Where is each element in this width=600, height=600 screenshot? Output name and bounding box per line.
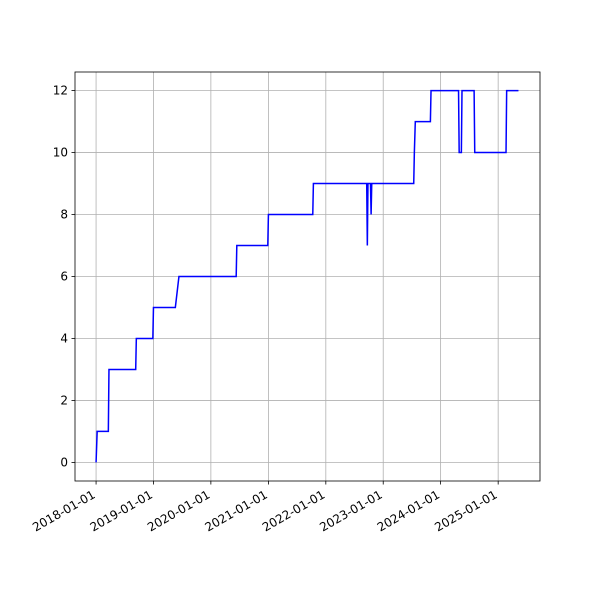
x-tick-label: 2024-01-01 [375,487,442,534]
y-tick-label: 12 [53,84,68,98]
y-tick-label: 2 [60,393,68,407]
data-line [95,89,519,463]
x-tick-label: 2020-01-01 [145,487,212,534]
y-tick-label: 6 [60,270,68,284]
x-tick-label: 2022-01-01 [260,487,327,534]
x-tick-label: 2023-01-01 [317,487,384,534]
y-tick-label: 8 [60,208,68,222]
x-tick-label: 2025-01-01 [432,487,499,534]
y-tick-label: 10 [53,146,68,160]
y-tick-label: 0 [60,455,68,469]
axes-frame [74,71,541,482]
y-tick-label: 4 [60,331,68,345]
x-tick-label: 2019-01-01 [88,487,155,534]
x-tick-label: 2021-01-01 [203,487,270,534]
x-tick-label: 2018-01-01 [30,487,97,534]
